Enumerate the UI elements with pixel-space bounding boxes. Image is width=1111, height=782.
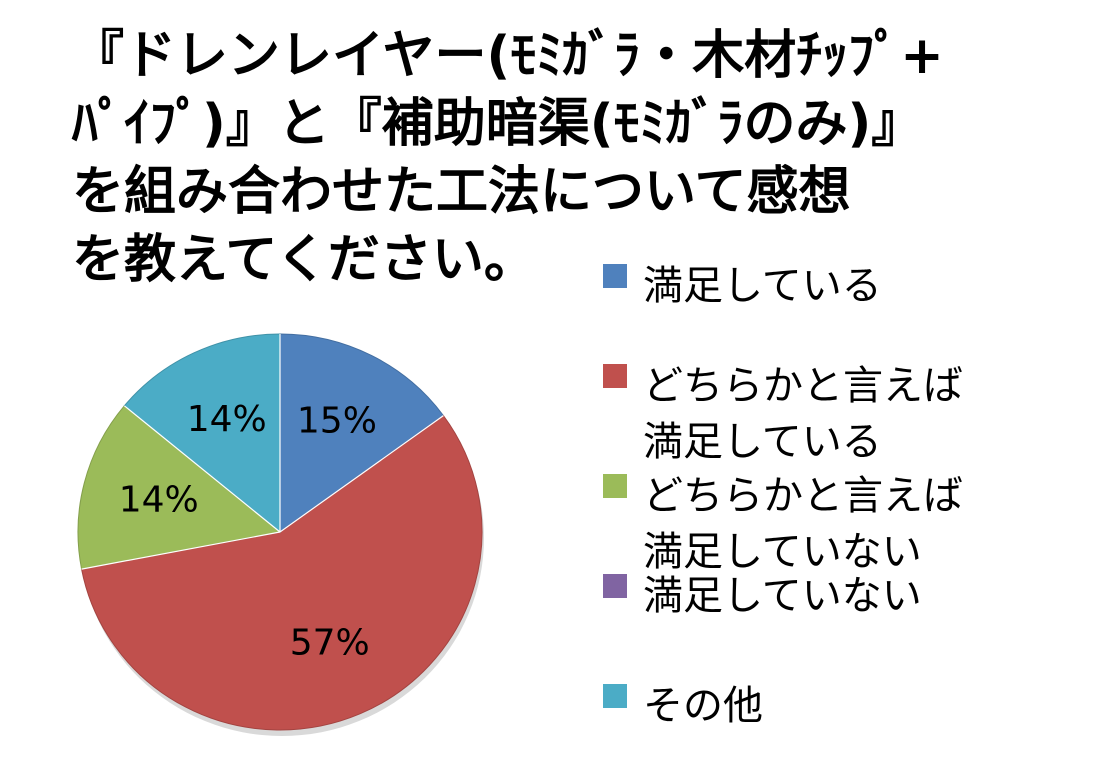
chart-title: 『ドレンレイヤー(ﾓﾐｶﾞﾗ・木材ﾁｯﾌﾟ+ ﾊﾟｲﾌﾟ)』と『補助暗渠(ﾓﾐｶ… xyxy=(72,22,952,294)
pie-separator-somewhat-dissatisfied xyxy=(81,531,281,570)
chart-title-line-3: を組み合わせた工法について感想 xyxy=(72,162,851,222)
legend-swatch-somewhat-satisfied xyxy=(603,364,627,388)
pie-slice-somewhat-satisfied xyxy=(80,414,483,731)
legend-swatch-dissatisfied xyxy=(603,574,627,598)
pie-slice-somewhat-dissatisfied xyxy=(77,405,282,570)
pie-slices xyxy=(77,333,483,731)
pie-slice-satisfied xyxy=(279,333,445,533)
chart-title-line-2: ﾊﾟｲﾌﾟ)』と『補助暗渠(ﾓﾐｶﾞﾗのみ)』 xyxy=(72,94,924,154)
legend-label-other: その他 xyxy=(643,683,763,729)
legend: 満足している どちらかと言えば 満足している どちらかと言えば 満足していない … xyxy=(603,238,1103,758)
pie-slice-other xyxy=(123,333,281,534)
chart-title-line-1: 『ドレンレイヤー(ﾓﾐｶﾞﾗ・木材ﾁｯﾌﾟ+ xyxy=(72,26,944,86)
pie-data-label-other: 14% xyxy=(187,399,267,440)
legend-label-somewhat-dissatisfied: どちらかと言えば 満足していない xyxy=(643,473,963,575)
legend-swatch-somewhat-dissatisfied xyxy=(603,474,627,498)
pie-data-labels: 15% 57% 14% 14% xyxy=(119,399,377,664)
legend-label-dissatisfied: 満足していない xyxy=(643,573,922,619)
pie-data-label-satisfied: 15% xyxy=(297,401,377,442)
legend-label-satisfied: 満足している xyxy=(643,263,882,309)
pie-separator-other xyxy=(123,405,281,533)
pie-data-label-somewhat-satisfied: 57% xyxy=(290,623,370,664)
pie-data-label-somewhat-dissatisfied: 14% xyxy=(119,480,199,521)
legend-swatch-other xyxy=(603,684,627,708)
legend-label-somewhat-satisfied: どちらかと言えば 満足している xyxy=(643,363,963,465)
pie-separator-somewhat-satisfied xyxy=(279,415,444,533)
legend-swatch-satisfied xyxy=(603,264,627,288)
chart-title-line-4: を教えてください。 xyxy=(72,230,536,290)
